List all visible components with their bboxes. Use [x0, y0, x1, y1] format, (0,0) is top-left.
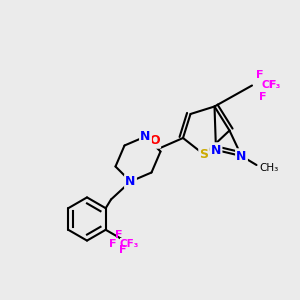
Text: CF₃: CF₃ — [120, 238, 139, 249]
Text: F: F — [119, 245, 127, 255]
Text: N: N — [140, 130, 151, 143]
Text: CF₃: CF₃ — [261, 80, 280, 91]
Text: F: F — [269, 80, 277, 91]
Text: S: S — [200, 148, 208, 161]
Text: O: O — [149, 134, 160, 148]
Text: F: F — [115, 230, 122, 240]
Text: CH₃: CH₃ — [260, 163, 279, 173]
Text: N: N — [211, 143, 221, 157]
Text: F: F — [256, 70, 263, 80]
Text: F: F — [259, 92, 266, 103]
Text: N: N — [125, 175, 136, 188]
Text: N: N — [236, 149, 247, 163]
Text: F: F — [109, 239, 116, 249]
